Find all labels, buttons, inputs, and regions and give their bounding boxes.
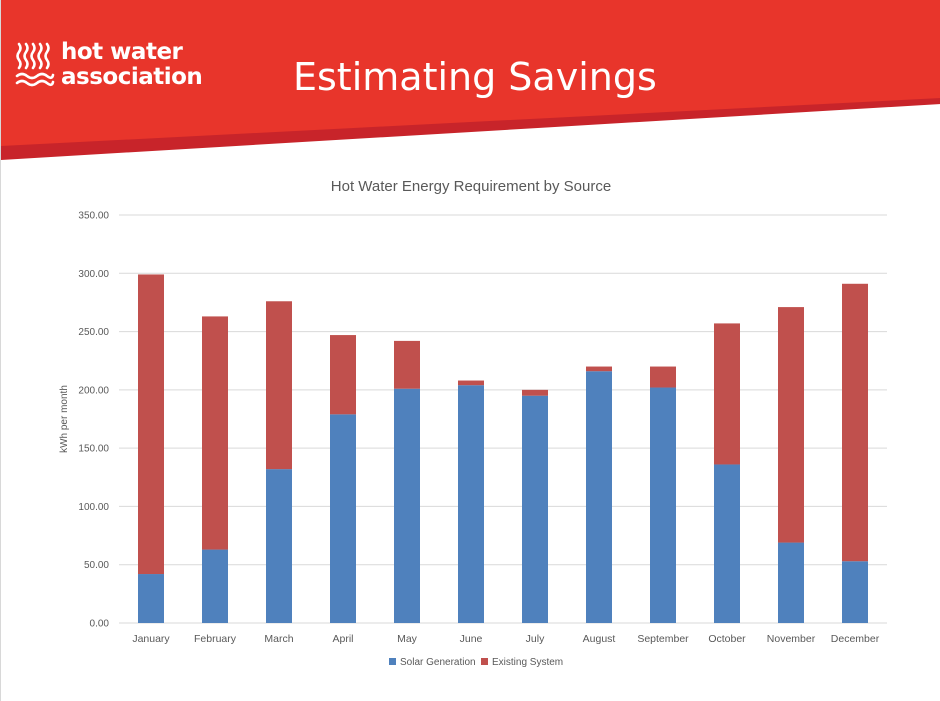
steam-waves-icon — [15, 42, 55, 87]
x-tick-label: October — [708, 633, 746, 645]
x-tick-label: August — [583, 633, 616, 645]
bar-existing-system — [266, 301, 292, 470]
y-tick-label: 0.00 — [90, 619, 110, 630]
legend-label: Solar Generation — [400, 657, 476, 668]
bar-existing-system — [138, 274, 164, 575]
y-tick-label: 250.00 — [78, 327, 109, 338]
y-tick-label: 150.00 — [78, 444, 109, 455]
bar-existing-system — [202, 316, 228, 550]
bar-existing-system — [650, 366, 676, 388]
slide-title: Estimating Savings — [293, 55, 657, 99]
bar-solar-generation — [266, 469, 292, 623]
bar-solar-generation — [650, 387, 676, 623]
bar-solar-generation — [202, 549, 228, 623]
y-tick-label: 100.00 — [78, 502, 109, 513]
bar-existing-system — [778, 307, 804, 543]
bar-solar-generation — [842, 561, 868, 623]
y-axis-label: kWh per month — [59, 385, 70, 453]
bar-existing-system — [522, 389, 548, 396]
x-tick-label: June — [460, 633, 483, 645]
stacked-bar-chart: 0.00 50.00 100.00 150.00 200.00 250.00 300.00 3… — [59, 211, 887, 668]
bar-solar-generation — [394, 388, 420, 623]
chart-title: Hot Water Energy Requirement by Source — [330, 178, 612, 195]
legend-swatch — [389, 658, 396, 665]
bar-existing-system — [394, 340, 420, 389]
bar-solar-generation — [330, 414, 356, 623]
logo-wordmark: hot water association — [61, 39, 203, 90]
y-tick-label: 200.00 — [78, 385, 109, 396]
x-tick-label: January — [132, 633, 170, 645]
x-tick-label: April — [332, 633, 353, 645]
hot-water-association-logo: hot water association — [15, 38, 203, 92]
logo-line-1: hot water — [61, 39, 183, 65]
bar-existing-system — [714, 323, 740, 465]
bar-existing-system — [842, 283, 868, 562]
legend-label: Existing System — [492, 657, 563, 668]
header-banner — [1, 0, 940, 160]
bar-solar-generation — [586, 371, 612, 623]
y-tick-label: 350.00 — [78, 211, 109, 222]
x-tick-label: July — [526, 633, 545, 645]
x-tick-label: February — [194, 633, 237, 645]
banner-red-fill — [1, 0, 940, 146]
bar-solar-generation — [138, 574, 164, 623]
bar-solar-generation — [714, 464, 740, 623]
bar-existing-system — [330, 335, 356, 415]
bar-solar-generation — [458, 385, 484, 623]
x-tick-label: December — [831, 633, 880, 645]
y-tick-label: 50.00 — [84, 560, 109, 571]
bar-existing-system — [458, 380, 484, 386]
y-tick-label: 300.00 — [78, 269, 109, 280]
legend-swatch — [481, 658, 488, 665]
logo-line-2: association — [61, 64, 203, 90]
bar-existing-system — [586, 366, 612, 372]
bar-solar-generation — [522, 395, 548, 623]
bar-solar-generation — [778, 542, 804, 623]
x-tick-label: November — [767, 633, 816, 645]
x-tick-label: May — [397, 633, 418, 645]
x-tick-label: September — [637, 633, 689, 645]
x-tick-label: March — [264, 633, 293, 645]
